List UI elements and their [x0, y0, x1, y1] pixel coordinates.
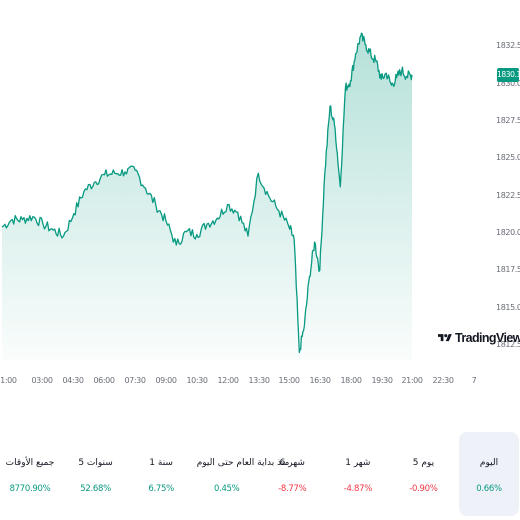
period-tab[interactable]: منذ بداية العام حتى اليوم 0.45% [196, 432, 290, 516]
x-axis-tick-label: 7 [471, 376, 477, 385]
y-axis-tick-label: 1817.50 [496, 265, 520, 275]
period-tab[interactable]: 5 يوم -0.90% [393, 432, 453, 516]
x-axis-tick-label: 15:00 [278, 376, 300, 385]
performance-periods: اليوم 0.66% 5 يوم -0.90% 1 شهر -4.87% 6 شهر -8.… [0, 430, 520, 520]
x-axis-tick-label: 22:30 [432, 376, 454, 385]
x-axis-tick-label: 06:00 [93, 376, 115, 385]
chart-canvas[interactable] [0, 0, 520, 400]
x-axis-tick-label: 10:30 [186, 376, 208, 385]
x-axis-tick-label: 13:30 [248, 376, 270, 385]
period-change-value: 6.75% [148, 484, 174, 494]
y-axis-tick-label: 1822.50 [496, 190, 520, 200]
x-axis-tick-label: 07:30 [124, 376, 146, 385]
x-axis-tick-label: 09:00 [155, 376, 177, 385]
y-axis-tick-label: 1825.00 [496, 153, 520, 163]
period-label: 5 سنوات [78, 458, 113, 468]
current-price-badge: 1830.10 [497, 68, 520, 82]
period-label: اليوم [479, 458, 499, 468]
y-axis-tick-label: 1832.50 [496, 41, 520, 51]
x-axis-tick-label: 12:00 [217, 376, 239, 385]
y-axis-tick-label: 1830.00 [496, 78, 520, 88]
period-change-value: 0.66% [476, 484, 502, 494]
period-label: 1 سنة [149, 458, 173, 468]
chart-series-line [1, 32, 413, 354]
x-axis-tick-label: 16:30 [309, 376, 331, 385]
period-change-value: 52.68% [80, 484, 111, 494]
period-change-value: 0.45% [213, 484, 240, 494]
period-change-value: 8770.90% [9, 484, 51, 494]
y-axis-tick-label: 1815.00 [496, 302, 520, 312]
period-tab[interactable]: 6 شهر -8.77% [262, 432, 322, 516]
x-axis-tick-label: 19:30 [371, 376, 393, 385]
x-axis-tick-label: 03:00 [31, 376, 53, 385]
price-chart[interactable]: 1832.50 1830.00 1827.50 1825.00 1822.50 1820.… [0, 0, 520, 400]
period-label: 5 يوم [412, 458, 435, 468]
period-label: جميع الأوقات [5, 458, 55, 468]
tradingview-logo[interactable]: TradingView [438, 331, 520, 345]
period-label: 1 شهر [345, 458, 371, 468]
x-axis-tick-label: 01:00 [0, 376, 17, 385]
period-tab[interactable]: اليوم 0.66% [459, 432, 519, 516]
period-label: 6 شهر [279, 458, 305, 468]
period-change-value: -4.87% [343, 484, 373, 494]
y-axis-tick-label: 1827.50 [496, 116, 520, 126]
tradingview-logo-icon [438, 334, 452, 342]
period-tab[interactable]: جميع الأوقات 8770.90% [0, 432, 60, 516]
period-label: منذ بداية العام حتى اليوم [196, 458, 290, 468]
y-axis-tick-label: 1820.00 [496, 228, 520, 238]
period-tab[interactable]: 5 سنوات 52.68% [66, 432, 126, 516]
x-axis-tick-label: 18:00 [340, 376, 362, 385]
period-change-value: -8.77% [278, 484, 307, 494]
period-tab[interactable]: 1 شهر -4.87% [328, 432, 388, 516]
period-change-value: -0.90% [409, 484, 438, 494]
x-axis-tick-label: 21:00 [401, 376, 423, 385]
tradingview-logo-text: TradingView [455, 331, 520, 345]
x-axis-tick-label: 04:30 [62, 376, 84, 385]
period-tab[interactable]: 1 سنة 6.75% [131, 432, 191, 516]
y-axis-tick-label: 1812.50 [496, 340, 520, 350]
